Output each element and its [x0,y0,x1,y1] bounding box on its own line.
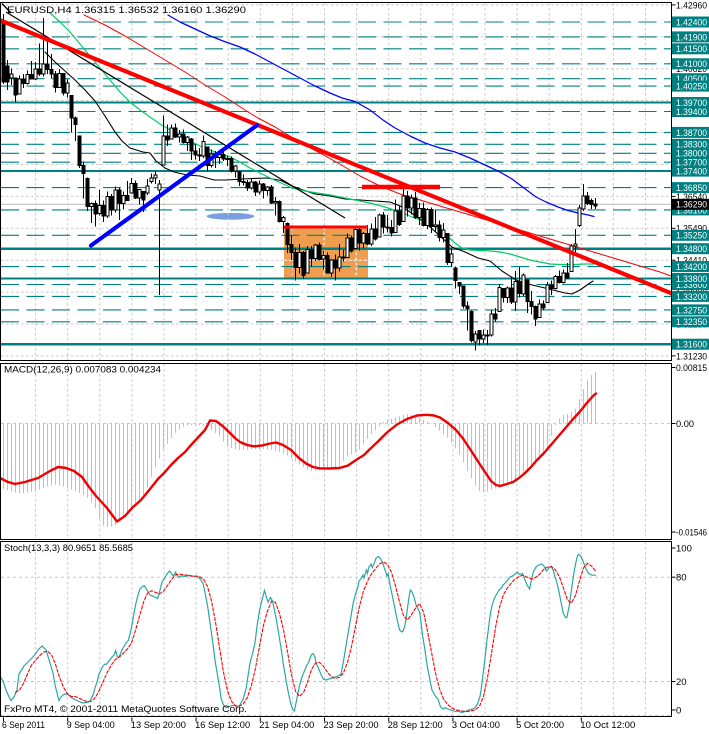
svg-text:1.32350: 1.32350 [676,317,707,328]
svg-text:1.42960: 1.42960 [676,0,707,11]
svg-text:1.40500: 1.40500 [676,74,707,85]
svg-text:1.40820: 1.40820 [676,64,707,75]
svg-text:1.38300: 1.38300 [676,140,707,151]
svg-text:13 Sep 20:00: 13 Sep 20:00 [131,720,186,731]
svg-text:100: 100 [676,543,692,554]
svg-text:1.41900: 1.41900 [676,32,707,43]
svg-text:1.36850: 1.36850 [676,183,707,194]
svg-text:-0.01546: -0.01546 [676,527,707,538]
svg-text:1.31230: 1.31230 [676,351,707,362]
svg-text:3 Oct 04:00: 3 Oct 04:00 [452,720,500,731]
svg-text:Stoch(13,3,3) 80.9651 85.5685: Stoch(13,3,3) 80.9651 85.5685 [4,543,133,554]
svg-text:FxPro MT4, © 2001-2011 MetaQuo: FxPro MT4, © 2001-2011 MetaQuotes Softwa… [4,704,247,715]
svg-text:20: 20 [676,677,687,688]
svg-text:1.33800: 1.33800 [676,274,707,285]
svg-text:23 Sep 20:00: 23 Sep 20:00 [324,720,379,731]
svg-text:9 Sep 04:00: 9 Sep 04:00 [67,720,115,731]
svg-text:0.00815: 0.00815 [676,363,707,374]
svg-text:1.37400: 1.37400 [676,167,707,178]
svg-text:1.33600: 1.33600 [676,280,707,291]
svg-text:10 Oct 12:00: 10 Oct 12:00 [580,720,635,731]
svg-text:1.38000: 1.38000 [676,149,707,160]
svg-text:1.33200: 1.33200 [676,292,707,303]
svg-text:0.00: 0.00 [676,419,694,430]
svg-text:1.35250: 1.35250 [676,231,707,242]
svg-text:MACD(12,26,9) 0.007083 0.00423: MACD(12,26,9) 0.007083 0.004234 [4,365,161,376]
svg-text:1.39400: 1.39400 [676,107,707,118]
svg-text:1.41000: 1.41000 [676,59,707,70]
svg-text:1.32750: 1.32750 [676,305,707,316]
svg-text:1.42400: 1.42400 [676,17,707,28]
svg-text:6 Sep 2011: 6 Sep 2011 [2,720,45,731]
svg-text:1.35490: 1.35490 [676,224,707,235]
svg-text:1.40250: 1.40250 [676,82,707,93]
svg-text:1.31600: 1.31600 [676,340,707,351]
svg-text:1.36100: 1.36100 [676,205,707,216]
svg-text:21 Sep 04:00: 21 Sep 04:00 [259,720,314,731]
svg-text:1.38700: 1.38700 [676,128,707,139]
svg-text:80: 80 [676,573,687,584]
svg-text:1.34200: 1.34200 [676,262,707,273]
svg-text:EURUSD,H4 1.36315 1.36532 1.3: EURUSD,H4 1.36315 1.36532 1.36160 1.3629… [7,5,246,16]
svg-text:1.36290: 1.36290 [676,200,707,211]
svg-text:1.34800: 1.34800 [676,244,707,255]
svg-text:16 Sep 12:00: 16 Sep 12:00 [195,720,250,731]
svg-text:1.41500: 1.41500 [676,44,707,55]
svg-text:1.36540: 1.36540 [676,192,707,203]
svg-text:0: 0 [676,705,681,716]
svg-text:1.37700: 1.37700 [676,158,707,169]
svg-text:1.39700: 1.39700 [676,98,707,109]
svg-text:5 Oct 20:00: 5 Oct 20:00 [516,720,564,731]
svg-text:28 Sep 12:00: 28 Sep 12:00 [388,720,443,731]
